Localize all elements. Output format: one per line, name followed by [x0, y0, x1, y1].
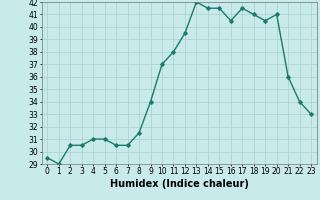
X-axis label: Humidex (Indice chaleur): Humidex (Indice chaleur)	[110, 179, 249, 189]
